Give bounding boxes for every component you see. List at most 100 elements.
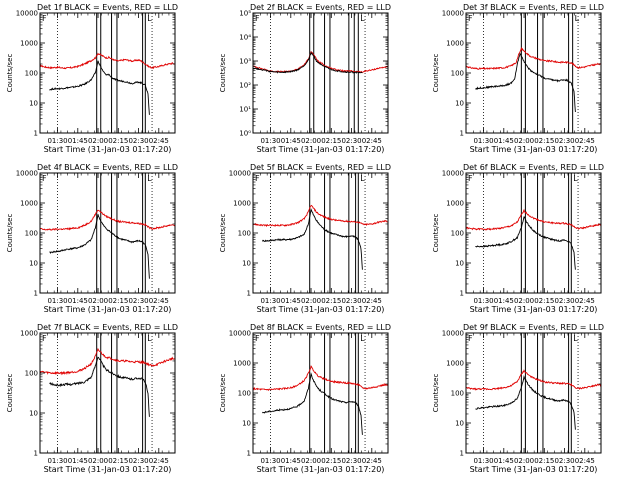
y-tick-label: 100 — [451, 230, 464, 238]
y-axis-label: Counts/sec — [219, 374, 227, 413]
x-tick-label: 02:15 — [534, 297, 554, 305]
y-tick-label: 1000 — [20, 330, 38, 338]
x-tick-label: 01:45 — [281, 297, 301, 305]
x-tick-label: 01:30 — [260, 137, 280, 145]
y-tick-label: 100 — [238, 390, 251, 398]
x-tick-label: 02:00 — [514, 137, 534, 145]
x-axis-label: Start Time (31-Jan-03 01:17:20) — [470, 145, 598, 154]
y-tick-label: 1000 — [446, 200, 464, 208]
x-tick-label: 02:15 — [534, 137, 554, 145]
x-tick-label: 02:00 — [88, 297, 108, 305]
lld-series-line — [253, 50, 388, 73]
y-tick-label: 1000 — [446, 40, 464, 48]
y-tick-label: 10³ — [239, 58, 251, 66]
panel-title: Det 3f BLACK = Events, RED = LLD — [463, 3, 604, 12]
x-tick-label: 02:00 — [514, 457, 534, 465]
y-tick-label: 1000 — [20, 200, 38, 208]
lld-series-line — [466, 369, 601, 391]
y-axis-label: Counts/sec — [6, 374, 14, 413]
y-axis-label: Counts/sec — [432, 214, 440, 253]
panel-det-1: Det 1f BLACK = Events, RED = LLD Counts/s… — [6, 3, 178, 154]
corner-label-l: L — [360, 14, 365, 23]
x-tick-label: 01:45 — [494, 297, 514, 305]
events-series-line — [475, 216, 576, 270]
x-tick-label: 02:30 — [554, 457, 574, 465]
y-tick-label: 10⁰ — [239, 130, 251, 138]
x-tick-label: 01:30 — [47, 137, 67, 145]
corner-label-f: F — [42, 334, 47, 343]
y-axis-label: Counts/sec — [432, 54, 440, 93]
y-tick-label: 100 — [451, 70, 464, 78]
corner-label-l: L — [573, 334, 578, 343]
lld-series-line — [40, 52, 175, 70]
y-tick-label: 10000 — [16, 10, 38, 18]
corner-label-f: F — [42, 14, 47, 23]
panel-title: Det 5f BLACK = Events, RED = LLD — [250, 163, 391, 172]
x-axis-label: Start Time (31-Jan-03 01:17:20) — [44, 145, 172, 154]
x-tick-label: 02:15 — [321, 137, 341, 145]
x-axis-label: Start Time (31-Jan-03 01:17:20) — [44, 305, 172, 314]
y-tick-label: 10000 — [442, 330, 464, 338]
y-tick-label: 10¹ — [239, 106, 251, 114]
panel-title: Det 9f BLACK = Events, RED = LLD — [463, 323, 604, 332]
y-tick-label: 10 — [455, 260, 464, 268]
x-tick-label: 01:45 — [494, 137, 514, 145]
plot-frame — [252, 332, 389, 454]
lld-series-line — [466, 208, 601, 231]
plot-frame — [39, 172, 176, 294]
x-tick-label: 02:15 — [108, 297, 128, 305]
x-tick-label: 01:45 — [494, 457, 514, 465]
x-tick-label: 02:00 — [88, 137, 108, 145]
y-tick-label: 100 — [25, 230, 38, 238]
x-tick-label: 02:30 — [128, 137, 148, 145]
lld-series-line — [466, 46, 601, 71]
x-tick-label: 01:30 — [473, 137, 493, 145]
x-tick-label: 02:00 — [301, 137, 321, 145]
y-tick-label: 100 — [25, 370, 38, 378]
x-tick-label: 02:45 — [362, 137, 382, 145]
x-tick-label: 02:00 — [88, 457, 108, 465]
x-tick-label: 02:30 — [341, 297, 361, 305]
corner-label-f: F — [255, 174, 260, 183]
panel-title: Det 6f BLACK = Events, RED = LLD — [463, 163, 604, 172]
corner-label-f: F — [42, 174, 47, 183]
x-axis-label: Start Time (31-Jan-03 01:17:20) — [44, 465, 172, 474]
y-tick-label: 10 — [29, 410, 38, 418]
x-tick-label: 01:45 — [281, 137, 301, 145]
events-series-line — [262, 207, 363, 270]
lld-series-line — [40, 209, 175, 231]
x-tick-label: 02:30 — [554, 137, 574, 145]
x-tick-label: 02:30 — [128, 457, 148, 465]
plot-frame — [39, 332, 176, 454]
y-tick-label: 10000 — [229, 330, 251, 338]
events-series-line — [262, 372, 363, 435]
x-tick-label: 01:30 — [260, 457, 280, 465]
plot-frame — [39, 12, 176, 134]
panel-title: Det 4f BLACK = Events, RED = LLD — [37, 163, 178, 172]
lld-series-line — [40, 347, 175, 376]
x-tick-label: 01:30 — [47, 457, 67, 465]
lld-series-line — [253, 204, 388, 228]
y-tick-label: 10000 — [442, 10, 464, 18]
corner-label-l: L — [147, 334, 152, 343]
plot-frame — [252, 12, 389, 134]
x-tick-label: 02:45 — [575, 457, 595, 465]
events-series-line — [49, 60, 150, 115]
x-axis-label: Start Time (31-Jan-03 01:17:20) — [257, 305, 385, 314]
y-tick-label: 1 — [460, 290, 464, 298]
y-tick-label: 10000 — [442, 170, 464, 178]
corner-label-l: L — [360, 334, 365, 343]
y-tick-label: 1000 — [20, 40, 38, 48]
corner-label-f: F — [468, 174, 473, 183]
y-tick-label: 100 — [451, 390, 464, 398]
x-tick-label: 02:30 — [341, 137, 361, 145]
panel-det-5: Det 5f BLACK = Events, RED = LLD Counts/s… — [219, 163, 391, 314]
y-tick-label: 10000 — [229, 170, 251, 178]
events-series-line — [475, 374, 576, 430]
y-axis-label: Counts/sec — [6, 54, 14, 93]
y-tick-label: 1 — [247, 450, 251, 458]
y-tick-label: 1 — [460, 130, 464, 138]
x-tick-label: 01:30 — [47, 297, 67, 305]
x-axis-label: Start Time (31-Jan-03 01:17:20) — [470, 465, 598, 474]
